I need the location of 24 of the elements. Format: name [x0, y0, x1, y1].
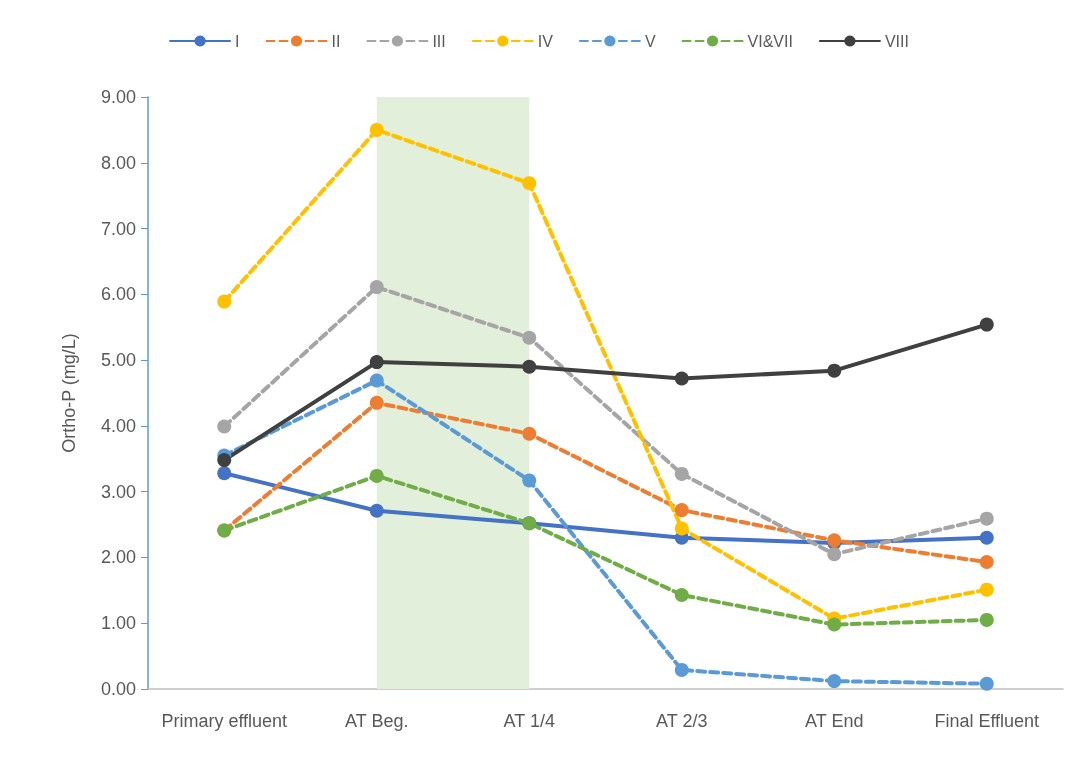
legend-label: I [235, 32, 240, 50]
y-tick-label: 0.00 [100, 679, 136, 699]
x-tick-label: AT End [805, 711, 864, 731]
y-axis-title: Ortho-P (mg/L) [59, 333, 79, 453]
x-tick-label: AT Beg. [345, 711, 409, 731]
y-tick-label: 3.00 [100, 481, 136, 502]
x-tick-label: Final Effluent [934, 711, 1040, 731]
legend-label: V [644, 32, 656, 50]
y-tick-label: 6.00 [100, 284, 136, 305]
y-tick-label: 4.00 [100, 415, 136, 436]
y-tick-label: 7.00 [100, 218, 136, 239]
y-tick-label: 9.00 [100, 87, 136, 107]
x-tick-label: AT 1/4 [503, 711, 555, 731]
legend-label: III [432, 32, 446, 50]
x-tick-label: Primary effluent [161, 711, 288, 731]
legend-label: IV [537, 32, 554, 50]
legend-label: VIII [884, 32, 909, 50]
legend-label: II [331, 32, 341, 50]
y-tick-label: 2.00 [100, 547, 136, 568]
y-tick-label: 8.00 [100, 152, 136, 173]
y-tick-label: 1.00 [100, 613, 136, 634]
legend-label: VI&VII [747, 32, 793, 50]
y-tick-label: 5.00 [100, 350, 136, 371]
x-tick-label: AT 2/3 [656, 711, 708, 731]
